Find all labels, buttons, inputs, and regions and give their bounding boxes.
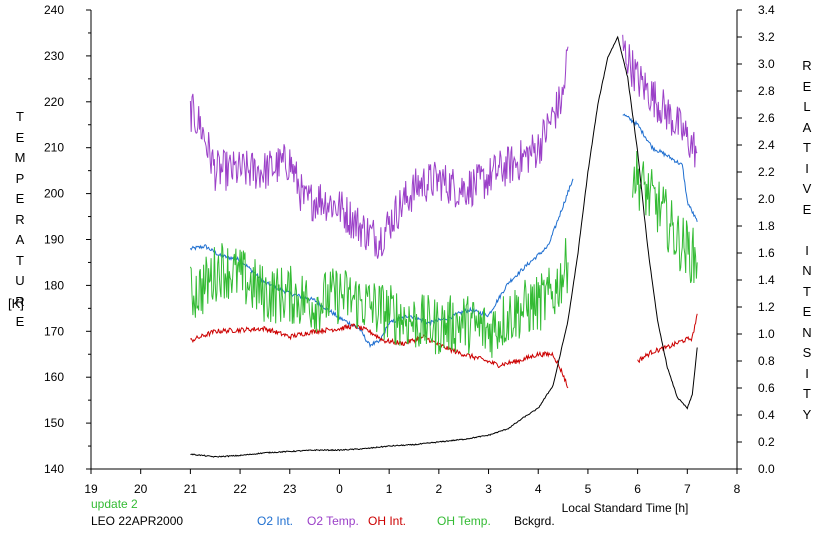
campaign-note: LEO 22APR2000: [91, 514, 184, 528]
series-line-0: [622, 113, 698, 223]
x-tick-label: 19: [84, 482, 98, 496]
axis-label-letter: I: [805, 365, 809, 381]
x-tick-label: 21: [184, 482, 198, 496]
axis-label-letter: E: [802, 304, 812, 319]
axis-label-letter: R: [15, 211, 25, 227]
series-line-1: [622, 34, 698, 168]
x-tick-label: 20: [134, 482, 148, 496]
update-note: update 2: [91, 497, 138, 511]
axis-label-letter: V: [802, 181, 812, 196]
axis-label-letter: Y: [802, 406, 812, 422]
axis-label-letter: [797, 220, 817, 241]
x-axis-label: Local Standard Time [h]: [562, 501, 689, 515]
axis-label-letter: S: [802, 345, 812, 360]
left-axis-unit: [K]: [8, 296, 24, 311]
left-tick-label: 160: [44, 370, 64, 384]
axis-label-letter: R: [15, 293, 25, 309]
right-tick-label: 0.0: [758, 462, 775, 476]
right-tick-label: 1.8: [758, 219, 775, 233]
axis-label-letter: R: [802, 58, 812, 73]
right-tick-label: 2.2: [758, 165, 775, 179]
series-line-2: [637, 313, 698, 364]
left-tick-label: 140: [44, 462, 64, 476]
axis-label-letter: N: [802, 263, 812, 278]
x-tick-label: 8: [734, 482, 741, 496]
axis-label-letter: U: [15, 273, 25, 288]
axis-label-letter: E: [15, 314, 25, 329]
x-tick-labels: 19 20 21 22 23 0 1 2 3 4 5 6 7 8: [84, 469, 741, 496]
left-tick-label: 240: [44, 3, 64, 17]
x-tick-label: 23: [283, 482, 297, 496]
axis-label-letter: I: [805, 242, 809, 258]
x-tick-label: 5: [585, 482, 592, 496]
right-tick-label: 0.6: [758, 381, 775, 395]
x-tick-label: 4: [535, 482, 542, 496]
legend-entry: OH Temp.: [437, 514, 491, 528]
axis-label-letter: T: [16, 109, 24, 124]
left-tick-label: 180: [44, 278, 64, 292]
series-line-0: [189, 178, 574, 349]
left-tick-label: 200: [44, 187, 64, 201]
right-tick-labels: 3.4 3.2 3.0 2.8 2.6 2.4 2.2 2.0 1.8 1.6 1.4 1.2 1.0 0…: [737, 3, 775, 476]
x-tick-label: 1: [386, 482, 393, 496]
axis-label-letter: T: [803, 386, 811, 401]
left-tick-label: 170: [44, 324, 64, 338]
series-lines: [189, 34, 698, 458]
x-tick-label: 6: [634, 482, 641, 496]
right-tick-label: 1.4: [758, 273, 775, 287]
left-tick-label: 230: [44, 49, 64, 63]
legend-entry: Bckgrd.: [514, 514, 555, 528]
right-tick-label: 2.6: [758, 111, 775, 125]
right-tick-label: 3.0: [758, 57, 775, 71]
axis-label-letter: L: [803, 99, 811, 114]
x-tick-label: 7: [684, 482, 691, 496]
x-tick-label: 22: [233, 482, 247, 496]
axis-label-letter: A: [802, 119, 812, 135]
legend-entry: O2 Temp.: [307, 514, 359, 528]
axis-label-letter: E: [15, 191, 25, 206]
right-tick-label: 0.4: [758, 408, 775, 422]
series-line-1: [189, 46, 569, 259]
left-tick-label: 210: [44, 141, 64, 155]
axis-label-letter: M: [14, 150, 26, 165]
axis-label-letter: P: [15, 170, 25, 186]
axis-label-letter: A: [15, 232, 25, 247]
right-tick-label: 1.6: [758, 246, 775, 260]
left-tick-labels: 240 230 220 210 200 190 180 170 160 150 140: [44, 3, 91, 476]
x-tick-label: 2: [436, 482, 443, 496]
left-tick-label: 150: [44, 416, 64, 430]
series-line-4: [190, 35, 698, 458]
series-line-3: [189, 238, 569, 358]
right-tick-label: 1.0: [758, 327, 775, 341]
legend-entry: OH Int.: [368, 514, 407, 528]
right-tick-label: 1.2: [758, 300, 775, 314]
series-line-3: [632, 150, 698, 284]
x-tick-label: 0: [336, 482, 343, 496]
right-tick-label: 3.4: [758, 3, 775, 17]
left-tick-label: 220: [44, 95, 64, 109]
axis-label-letter: T: [803, 140, 811, 155]
axis-label-letter: E: [802, 78, 812, 94]
axis-label-letter: I: [805, 160, 809, 176]
axis-label-letter: E: [15, 129, 25, 145]
series-line-2: [190, 323, 569, 389]
right-tick-label: 2.8: [758, 84, 775, 98]
left-tick-label: 190: [44, 233, 64, 247]
legend-entry: O2 Int.: [257, 514, 294, 528]
axis-label-letter: T: [803, 283, 811, 299]
axis-label-letter: T: [16, 252, 24, 268]
right-tick-label: 2.4: [758, 138, 775, 152]
axis-label-letter: E: [802, 201, 812, 217]
right-tick-label: 0.2: [758, 435, 775, 449]
right-tick-label: 0.8: [758, 354, 775, 368]
axis-label-letter: N: [802, 324, 812, 340]
right-tick-label: 2.0: [758, 192, 775, 206]
right-tick-label: 3.2: [758, 30, 775, 44]
x-tick-label: 3: [485, 482, 492, 496]
